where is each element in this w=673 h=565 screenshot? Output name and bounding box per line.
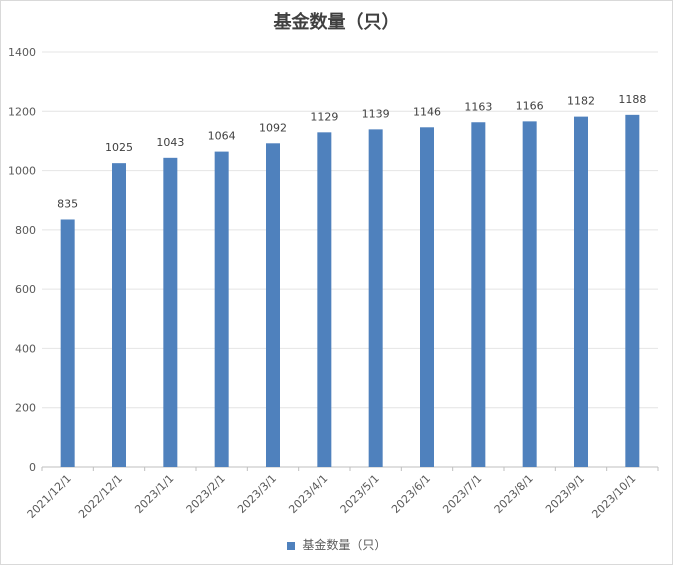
- data-label: 835: [57, 197, 78, 210]
- y-tick-label: 1000: [8, 165, 36, 178]
- bar: [163, 157, 178, 467]
- bar: [266, 143, 280, 468]
- y-tick-label: 1400: [8, 46, 36, 59]
- bar: [522, 121, 537, 467]
- data-label: 1188: [618, 93, 646, 106]
- bar: [420, 127, 434, 468]
- y-tick-label: 200: [15, 402, 36, 415]
- x-tick-label: 2022/12/1: [76, 472, 125, 521]
- data-label: 1025: [105, 141, 133, 154]
- bar: [112, 163, 126, 468]
- data-label: 1129: [310, 110, 338, 123]
- y-tick-label: 600: [15, 283, 36, 296]
- bar: [574, 116, 588, 467]
- chart-title: 基金数量（只）: [273, 12, 400, 33]
- bar: [214, 151, 229, 467]
- x-tick-label: 2023/3/1: [235, 472, 279, 516]
- bar: [625, 114, 640, 467]
- x-tick-label: 2023/7/1: [440, 472, 484, 516]
- x-tick-label: 2023/1/1: [132, 472, 176, 516]
- x-tick-label: 2023/6/1: [389, 472, 433, 516]
- y-tick-label: 0: [29, 461, 36, 474]
- x-tick-label: 2023/10/1: [589, 472, 638, 521]
- data-label: 1043: [156, 136, 184, 149]
- bar: [317, 132, 332, 467]
- x-tick-label: 2023/8/1: [492, 472, 536, 516]
- legend: 基金数量（只）: [0, 536, 673, 553]
- data-label: 1163: [464, 100, 492, 113]
- data-label: 1182: [567, 95, 595, 108]
- data-label: 1146: [413, 105, 441, 118]
- x-tick-label: 2023/2/1: [184, 472, 228, 516]
- legend-label: 基金数量（只）: [302, 538, 387, 552]
- x-tick-label: 2023/9/1: [543, 472, 587, 516]
- x-tick-label: 2021/12/1: [25, 472, 74, 521]
- data-label: 1064: [208, 130, 236, 143]
- data-label: 1139: [362, 107, 390, 120]
- legend-swatch: [286, 541, 295, 550]
- y-tick-label: 1200: [8, 105, 36, 118]
- bar: [368, 129, 383, 467]
- bar: [471, 122, 486, 467]
- data-label: 1092: [259, 121, 287, 134]
- y-tick-label: 800: [15, 224, 36, 237]
- x-tick-label: 2023/5/1: [338, 472, 382, 516]
- bar: [60, 219, 75, 467]
- x-tick-label: 2023/4/1: [286, 472, 330, 516]
- y-tick-label: 400: [15, 342, 36, 355]
- data-label: 1166: [516, 99, 544, 112]
